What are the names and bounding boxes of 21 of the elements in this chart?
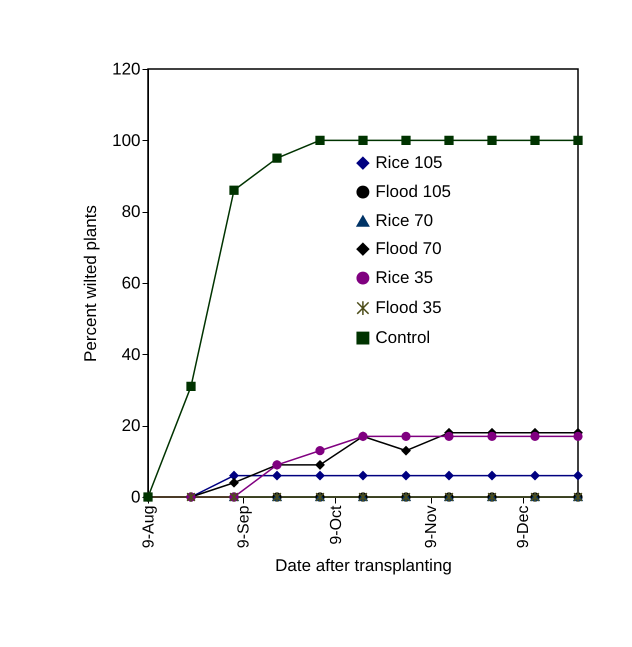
legend-label: Rice 35 bbox=[375, 268, 434, 288]
x-tick-label: 9-Sep bbox=[236, 505, 253, 548]
y-tick-label: 40 bbox=[122, 344, 140, 364]
x-axis-title: Date after transplanting bbox=[275, 556, 452, 576]
legend-label: Control bbox=[375, 328, 430, 348]
x-tick-label: 9-Dec bbox=[515, 506, 532, 548]
y-axis-title: Percent wilted plants bbox=[81, 205, 100, 362]
y-tick-label: 120 bbox=[112, 60, 140, 78]
x-tick-label: 9-Oct bbox=[328, 504, 345, 545]
x-tick-label: 9-Nov bbox=[423, 506, 440, 548]
y-tick-label: 100 bbox=[112, 130, 140, 150]
legend-label: Flood 105 bbox=[375, 182, 452, 202]
x-tick-label: 9-Aug bbox=[140, 506, 158, 548]
legend-label: Rice 70 bbox=[375, 211, 434, 230]
y-tick-label: 0 bbox=[131, 488, 140, 506]
legend-label: Flood 70 bbox=[375, 239, 442, 258]
legend-label: Rice 105 bbox=[375, 153, 443, 172]
y-tick-label: 20 bbox=[122, 416, 140, 436]
y-tick-label: 60 bbox=[122, 274, 140, 292]
y-tick-label: 80 bbox=[122, 202, 140, 222]
legend-label: Flood 35 bbox=[375, 298, 442, 318]
